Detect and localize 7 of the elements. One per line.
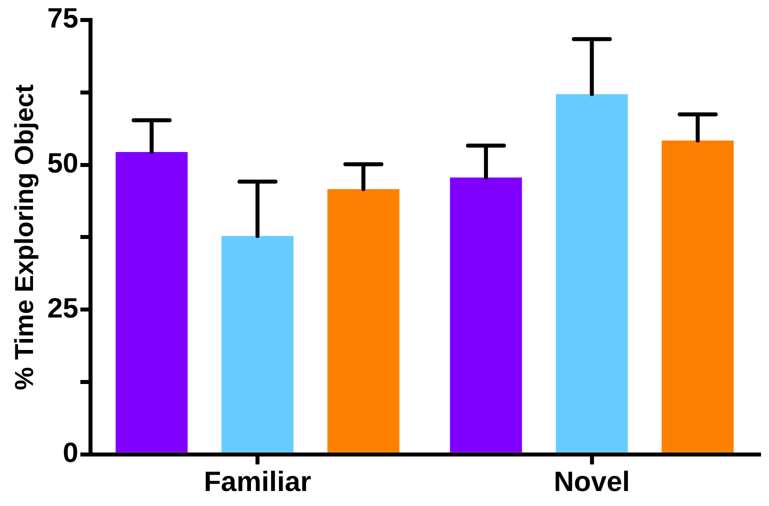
y-tick-label: 75 (47, 2, 78, 34)
y-tick-label: 25 (47, 292, 78, 324)
y-axis-title: % Time Exploring Object (8, 84, 39, 390)
x-tick-label: Novel (554, 466, 630, 497)
y-tick-label: 0 (62, 437, 78, 468)
x-tick-label: Familiar (204, 466, 312, 497)
y-tick-label: 50 (47, 148, 78, 179)
